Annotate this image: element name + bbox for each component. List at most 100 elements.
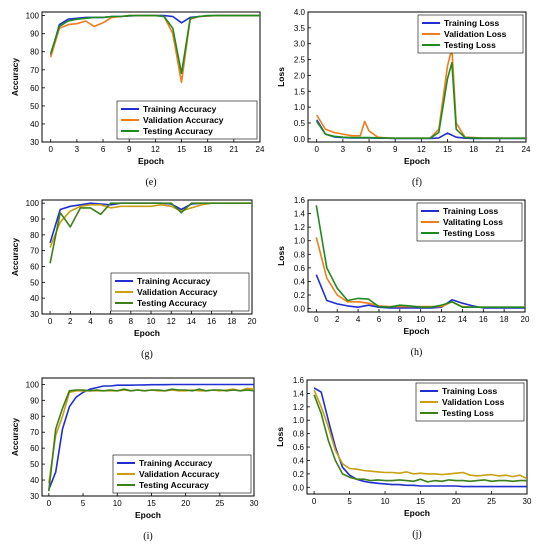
plot-frame <box>306 379 528 495</box>
legend-box <box>112 454 252 494</box>
y-tick-label: 70 <box>30 66 39 75</box>
y-tick-label: 50 <box>30 102 39 111</box>
x-tick-label: 9 <box>127 145 132 154</box>
series-group <box>49 14 260 84</box>
y-tick-label: 1.4 <box>294 210 306 219</box>
x-tick-label: 0 <box>48 145 53 154</box>
x-tick-label: 15 <box>443 145 452 154</box>
y-tick-label: 0.0 <box>294 305 306 314</box>
x-axis-label: Epoch <box>134 328 160 338</box>
y-tick-label: 0.4 <box>293 456 305 465</box>
panel-label: (e) <box>145 177 156 188</box>
chart-h: 0 2 4 6 8 10 12 14 16 18 20 0.0 0.2 0.4 0.6 0.8 1.0 1.2 1.… <box>276 196 530 358</box>
x-axis-label: Epoch <box>138 156 164 166</box>
y-tick-label: 100 <box>26 12 40 21</box>
x-tick-label: 18 <box>203 145 212 154</box>
x-tick-label: 0 <box>48 317 53 326</box>
y-tick-label: 60 <box>30 84 39 93</box>
y-tick-label: 90 <box>30 30 39 39</box>
panel-label: (f) <box>412 177 422 188</box>
x-axis-label: Epoch <box>404 326 430 336</box>
x-tick-label: 0 <box>314 145 319 154</box>
x-axis-label: Epoch <box>135 510 161 520</box>
y-tick-label: 1.2 <box>294 223 306 232</box>
y-tick-label: 40 <box>30 120 39 129</box>
y-tick-label: 100 <box>26 199 40 208</box>
y-tick-label: 70 <box>30 428 39 437</box>
y-tick-label: 80 <box>30 412 39 421</box>
chart-f: 0 3 6 9 12 15 18 21 24 0.0 0.5 1.0 1.5 2.0 2.5 3.0 3.5 4.… <box>276 8 531 188</box>
y-tick-label: 80 <box>30 48 39 57</box>
x-tick-label: 15 <box>416 497 425 506</box>
series-line-2 <box>313 389 527 480</box>
legend-label-1: Training Accuracy <box>143 104 217 114</box>
series-line-2 <box>49 14 260 84</box>
x-tick-label: 18 <box>469 145 478 154</box>
y-tick-label: 90 <box>30 215 39 224</box>
y-tick-label: 50 <box>30 460 39 469</box>
y-tick-label: 1.4 <box>293 389 305 398</box>
legend-label-3: Testing Loss <box>443 228 495 238</box>
series-line-3 <box>49 14 260 75</box>
y-tick-label: 3.5 <box>294 24 306 33</box>
y-tick-label: 40 <box>30 476 39 485</box>
x-tick-label: 14 <box>458 315 467 324</box>
x-tick-label: 9 <box>393 145 398 154</box>
legend-label-1: Training Loss <box>442 386 498 396</box>
y-tick-label: 1.6 <box>294 196 306 205</box>
x-tick-label: 15 <box>147 499 156 508</box>
series-line-1 <box>315 274 525 309</box>
x-tick-label: 20 <box>181 499 190 508</box>
series-group <box>315 205 525 309</box>
x-tick-label: 2 <box>68 317 73 326</box>
legend-label-1: Training Accuracy <box>139 458 213 468</box>
x-tick-label: 18 <box>500 315 509 324</box>
x-axis-label: Epoch <box>404 508 430 518</box>
y-tick-label: 80 <box>30 231 39 240</box>
y-tick-label: 30 <box>30 492 39 501</box>
x-tick-label: 5 <box>81 499 86 508</box>
x-tick-label: 14 <box>187 317 196 326</box>
legend-label-2: Validation Accuracy <box>143 115 224 125</box>
y-tick-label: 3.0 <box>294 40 306 49</box>
x-tick-label: 10 <box>416 315 425 324</box>
y-tick-label: 2.5 <box>294 56 306 65</box>
y-axis-label: Loss <box>276 67 286 87</box>
y-tick-label: 50 <box>30 278 39 287</box>
x-tick-label: 12 <box>437 315 446 324</box>
series-group <box>49 202 252 264</box>
x-tick-label: 16 <box>207 317 216 326</box>
y-axis-label: Accuracy <box>10 58 20 97</box>
y-tick-label: 2.0 <box>294 71 306 80</box>
x-tick-label: 12 <box>417 145 426 154</box>
plot-frame <box>41 199 253 315</box>
y-tick-label: 0.0 <box>294 135 306 144</box>
panel-label: (h) <box>411 347 423 358</box>
plot-frame <box>307 11 527 143</box>
legend-label-3: Testing Accuracy <box>137 298 207 308</box>
x-tick-label: 4 <box>356 315 361 324</box>
y-tick-label: 1.0 <box>293 416 305 425</box>
x-tick-label: 30 <box>250 499 259 508</box>
series-line-3 <box>48 388 254 492</box>
y-tick-label: 70 <box>30 247 39 256</box>
series-group <box>316 47 526 140</box>
y-tick-label: 90 <box>30 396 39 405</box>
legend-label-1: Training Accuracy <box>137 276 211 286</box>
y-tick-label: 60 <box>30 444 39 453</box>
y-tick-label: 0.0 <box>293 483 305 492</box>
x-tick-label: 20 <box>521 315 530 324</box>
x-tick-label: 8 <box>129 317 134 326</box>
series-line-3 <box>313 394 527 483</box>
x-tick-label: 8 <box>398 315 403 324</box>
y-tick-label: 0.5 <box>294 119 306 128</box>
legend-label-2: Valitating Loss <box>443 217 503 227</box>
x-tick-label: 6 <box>367 145 372 154</box>
legend-label-3: Testing Accuracy <box>139 480 209 490</box>
x-tick-label: 0 <box>47 499 52 508</box>
